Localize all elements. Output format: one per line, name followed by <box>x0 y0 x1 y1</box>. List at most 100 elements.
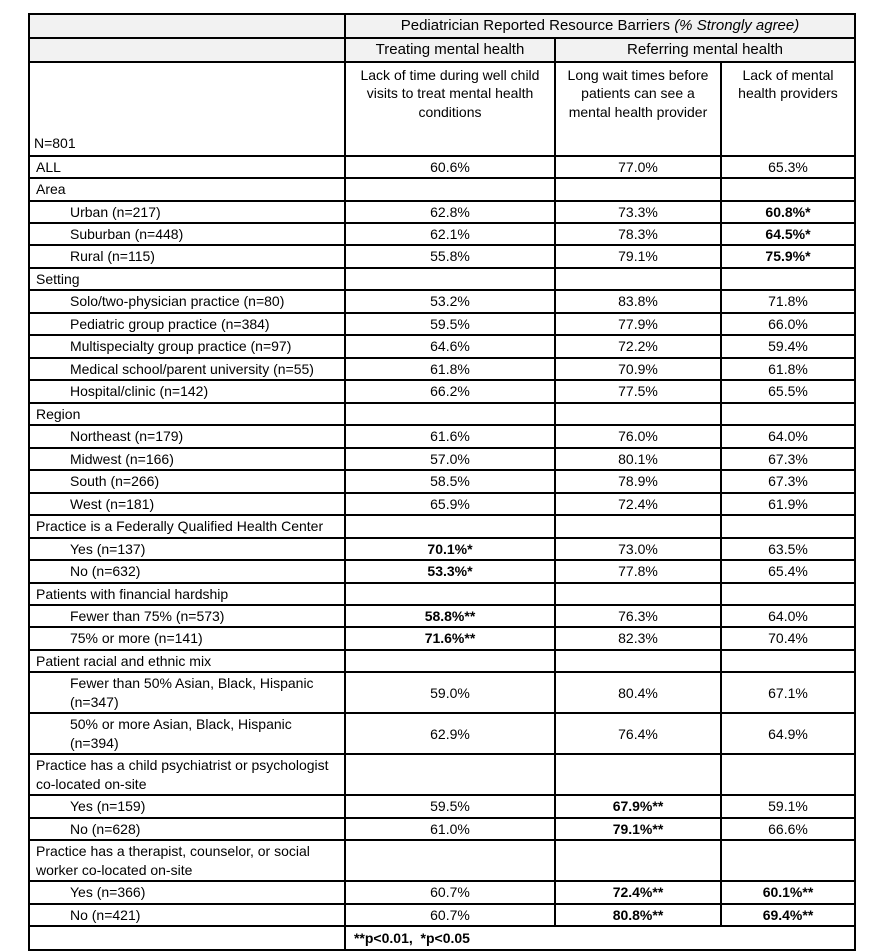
table-row: Fewer than 75% (n=573) 58.8%** 76.3% 64.0% <box>27 603 857 629</box>
value-cell: 69.4%** <box>719 902 857 928</box>
table-title-main: Pediatrician Reported Resource Barriers <box>400 17 675 34</box>
value-cell: 64.5%* <box>719 221 857 247</box>
value-cell: 61.6% <box>343 424 556 449</box>
empty-cell <box>343 514 556 539</box>
row-label: 50% or more Asian, Black, Hispanic (n=39… <box>27 712 346 756</box>
row-label: Hospital/clinic (n=142) <box>27 379 346 404</box>
empty-cell <box>343 266 556 292</box>
row-label: Multispecialty group practice (n=97) <box>27 334 346 359</box>
value-cell: 64.0% <box>719 603 857 629</box>
table-row: ALL 60.6% 77.0% 65.3% <box>27 154 857 180</box>
row-label: ALL <box>27 154 346 180</box>
value-cell: 60.7% <box>343 902 556 928</box>
row-label: No (n=421) <box>27 902 346 928</box>
table-row: Urban (n=217) 62.8% 73.3% 60.8%* <box>27 199 857 225</box>
table-row: Fewer than 50% Asian, Black, Hispanic (n… <box>27 671 857 715</box>
value-cell: 61.8% <box>343 356 556 382</box>
footnote-row: **p<0.01, *p<0.05 <box>27 925 857 951</box>
section-row: Region <box>27 401 857 427</box>
empty-cell <box>343 177 556 202</box>
value-cell: 65.5% <box>719 379 857 404</box>
row-label: West (n=181) <box>27 491 346 517</box>
value-cell: 59.0% <box>343 671 556 715</box>
empty-cell <box>719 753 857 797</box>
empty-cell <box>343 648 556 674</box>
value-cell: 59.5% <box>343 794 556 819</box>
row-label: South (n=266) <box>27 469 346 494</box>
column-header-wait-times: Long wait times before patients can see … <box>553 60 722 157</box>
table-row: West (n=181) 65.9% 72.4% 61.9% <box>27 491 857 517</box>
empty-cell <box>553 401 722 427</box>
row-label: Yes (n=366) <box>27 880 346 905</box>
value-cell: 71.8% <box>719 289 857 314</box>
value-cell: 65.9% <box>343 491 556 517</box>
empty-cell <box>553 839 722 883</box>
value-cell: 80.1% <box>553 446 722 472</box>
table-row: Multispecialty group practice (n=97) 64.6… <box>27 334 857 359</box>
value-cell: 61.0% <box>343 816 556 842</box>
table-row: 50% or more Asian, Black, Hispanic (n=39… <box>27 712 857 756</box>
value-cell: 76.0% <box>553 424 722 449</box>
value-cell: 72.4% <box>553 491 722 517</box>
value-cell: 58.8%** <box>343 603 556 629</box>
value-cell: 66.6% <box>719 816 857 842</box>
section-label: Patient racial and ethnic mix <box>27 648 346 674</box>
value-cell: 58.5% <box>343 469 556 494</box>
row-label: Suburban (n=448) <box>27 221 346 247</box>
section-label: Practice has a child psychiatrist or psy… <box>27 753 346 797</box>
empty-cell <box>553 177 722 202</box>
table-row: No (n=421) 60.7% 80.8%** 69.4%** <box>27 902 857 928</box>
row-label: Fewer than 75% (n=573) <box>27 603 346 629</box>
title-row: Pediatrician Reported Resource Barriers … <box>27 13 857 39</box>
row-label: Pediatric group practice (n=384) <box>27 311 346 337</box>
value-cell: 67.1% <box>719 671 857 715</box>
value-cell: 57.0% <box>343 446 556 472</box>
table-row: Yes (n=366) 60.7% 72.4%** 60.1%** <box>27 880 857 905</box>
value-cell: 64.9% <box>719 712 857 756</box>
footnote: **p<0.01, *p<0.05 <box>343 925 857 951</box>
group-header-treating: Treating mental health <box>343 36 556 63</box>
empty-corner-cell <box>27 13 346 39</box>
value-cell: 62.9% <box>343 712 556 756</box>
value-cell: 65.4% <box>719 559 857 584</box>
table-row: Yes (n=159) 59.5% 67.9%** 59.1% <box>27 794 857 819</box>
empty-cell <box>343 753 556 797</box>
section-label: Patients with financial hardship <box>27 581 346 606</box>
section-row: Patients with financial hardship <box>27 581 857 606</box>
value-cell: 61.9% <box>719 491 857 517</box>
empty-cell <box>553 514 722 539</box>
empty-cell <box>343 839 556 883</box>
empty-cell <box>719 648 857 674</box>
value-cell: 62.1% <box>343 221 556 247</box>
value-cell: 82.3% <box>553 626 722 651</box>
value-cell: 55.8% <box>343 244 556 269</box>
value-cell: 79.1%** <box>553 816 722 842</box>
section-row: Practice has a child psychiatrist or psy… <box>27 753 857 797</box>
value-cell: 72.4%** <box>553 880 722 905</box>
row-label: Medical school/parent university (n=55) <box>27 356 346 382</box>
row-label: Yes (n=159) <box>27 794 346 819</box>
value-cell: 70.1%* <box>343 536 556 562</box>
value-cell: 80.8%** <box>553 902 722 928</box>
value-cell: 59.5% <box>343 311 556 337</box>
empty-cell <box>719 401 857 427</box>
value-cell: 73.3% <box>553 199 722 225</box>
value-cell: 60.7% <box>343 880 556 905</box>
value-cell: 60.6% <box>343 154 556 180</box>
value-cell: 77.0% <box>553 154 722 180</box>
table-title-subtitle: (% Strongly agree) <box>674 17 800 34</box>
value-cell: 71.6%** <box>343 626 556 651</box>
value-cell: 77.5% <box>553 379 722 404</box>
value-cell: 78.9% <box>553 469 722 494</box>
value-cell: 61.8% <box>719 356 857 382</box>
section-row: Practice is a Federally Qualified Health… <box>27 514 857 539</box>
table-title: Pediatrician Reported Resource Barriers … <box>343 13 857 39</box>
resource-barriers-table: Pediatrician Reported Resource Barriers … <box>27 13 857 951</box>
section-label: Practice is a Federally Qualified Health… <box>27 514 346 539</box>
group-header-row: Treating mental health Referring mental … <box>27 36 857 63</box>
table-foot-section: **p<0.01, *p<0.05 <box>27 925 857 951</box>
empty-cell <box>27 36 346 63</box>
table-row: South (n=266) 58.5% 78.9% 67.3% <box>27 469 857 494</box>
table-body: ALL 60.6% 77.0% 65.3% Area Urban (n=217) 62.8%… <box>27 154 857 928</box>
value-cell: 77.9% <box>553 311 722 337</box>
